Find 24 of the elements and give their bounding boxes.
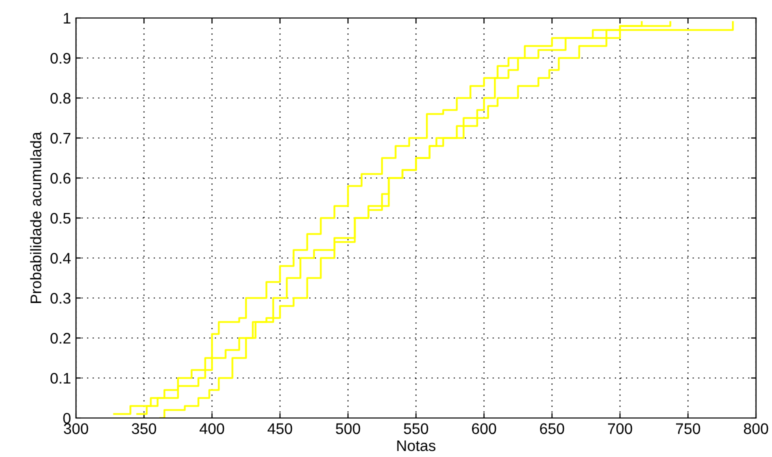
x-tick-label: 500 [336, 423, 360, 434]
y-tick-label: 0.9 [50, 52, 70, 64]
x-tick-label: 400 [200, 423, 224, 434]
x-tick-label: 700 [608, 423, 632, 434]
y-tick-label: 1 [64, 13, 70, 24]
y-tick-label: 0.1 [50, 372, 70, 384]
x-tick-label: 650 [540, 423, 564, 434]
x-tick-label: 350 [132, 423, 156, 434]
y-tick-label: 0.2 [50, 332, 70, 344]
y-axis-title: Probabilidade acumulada [30, 132, 42, 303]
y-tick-label: 0.7 [50, 132, 70, 144]
y-tick-label: 0.6 [50, 172, 70, 184]
y-tick-label: 0.5 [50, 212, 70, 224]
x-tick-label: 750 [676, 423, 700, 434]
y-tick-label: 0.4 [50, 252, 71, 264]
y-tick-label: 0.8 [50, 92, 70, 104]
x-axis-title: Notas [397, 440, 436, 452]
x-tick-label: 600 [472, 423, 496, 434]
x-tick-label: 300 [64, 423, 88, 434]
x-tick-label: 450 [268, 423, 292, 434]
x-tick-label: 800 [744, 423, 768, 434]
y-tick-label: 0.3 [50, 292, 70, 304]
y-tick-label: 0 [63, 412, 71, 424]
x-tick-label: 550 [404, 423, 428, 434]
